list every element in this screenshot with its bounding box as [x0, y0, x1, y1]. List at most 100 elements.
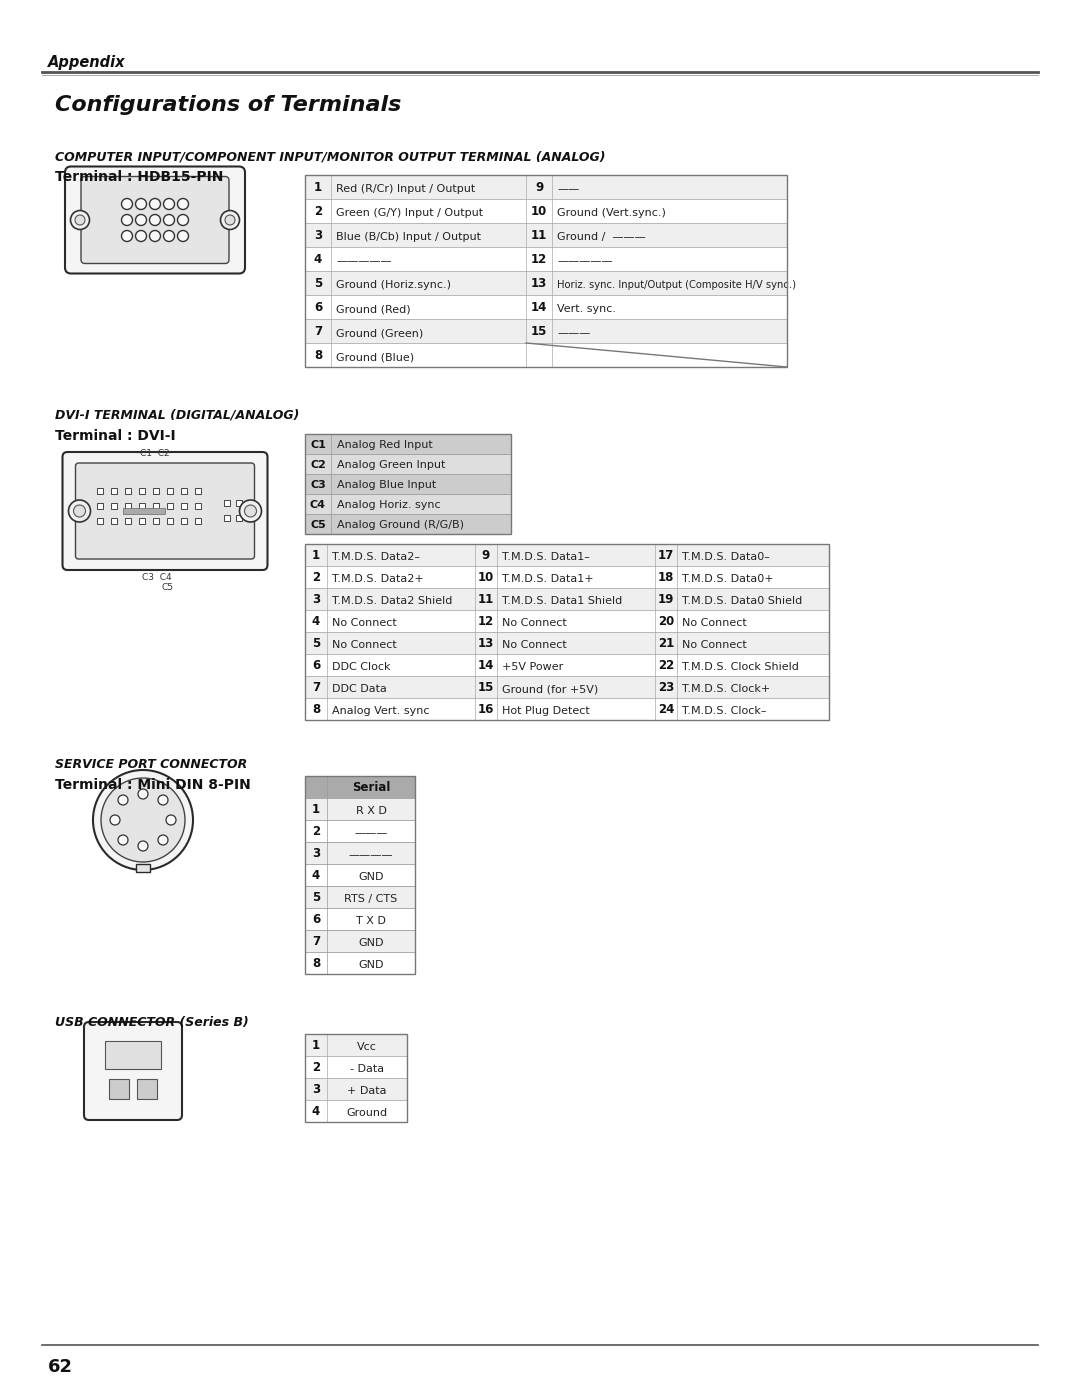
Text: T.M.D.S. Clock–: T.M.D.S. Clock– — [681, 705, 767, 717]
Bar — [305, 543, 829, 719]
Bar — [166, 488, 173, 495]
Text: 15: 15 — [530, 326, 548, 338]
Text: C3: C3 — [310, 481, 326, 490]
Text: 5: 5 — [314, 277, 322, 291]
Text: Hot Plug Detect: Hot Plug Detect — [502, 705, 590, 717]
Text: - Data: - Data — [350, 1065, 384, 1074]
Bar — [123, 509, 165, 514]
Circle shape — [166, 814, 176, 826]
Text: Ground (Red): Ground (Red) — [336, 305, 410, 314]
FancyBboxPatch shape — [76, 462, 255, 559]
Text: Serial: Serial — [352, 781, 390, 793]
Text: 24: 24 — [658, 703, 674, 717]
Bar — [97, 503, 104, 510]
Bar — [105, 1041, 161, 1069]
Bar — [194, 518, 201, 524]
Text: 11: 11 — [531, 229, 548, 242]
Bar — [305, 175, 787, 198]
Text: R X D: R X D — [355, 806, 387, 816]
FancyBboxPatch shape — [84, 1023, 183, 1120]
Bar — [305, 842, 415, 863]
Bar — [305, 319, 787, 344]
Circle shape — [121, 215, 133, 225]
Text: 8: 8 — [312, 703, 320, 717]
Bar — [305, 224, 787, 247]
Text: C1: C1 — [310, 440, 326, 450]
Bar — [305, 863, 415, 886]
Text: RTS / CTS: RTS / CTS — [345, 894, 397, 904]
Text: DDC Data: DDC Data — [332, 685, 387, 694]
Text: COMPUTER INPUT/COMPONENT INPUT/MONITOR OUTPUT TERMINAL (ANALOG): COMPUTER INPUT/COMPONENT INPUT/MONITOR O… — [55, 149, 606, 163]
Circle shape — [138, 841, 148, 851]
Text: C5: C5 — [310, 520, 326, 529]
Circle shape — [177, 231, 189, 242]
Text: T.M.D.S. Data2–: T.M.D.S. Data2– — [332, 552, 420, 562]
Text: 13: 13 — [477, 637, 495, 650]
Circle shape — [163, 231, 175, 242]
Circle shape — [102, 778, 185, 862]
Bar — [180, 488, 187, 495]
Text: Ground (Vert.sync.): Ground (Vert.sync.) — [557, 208, 666, 218]
Text: Vert. sync.: Vert. sync. — [557, 305, 616, 314]
Bar — [305, 698, 829, 719]
Bar — [125, 503, 132, 510]
Circle shape — [225, 215, 235, 225]
Circle shape — [135, 215, 147, 225]
Bar — [152, 503, 159, 510]
Text: 12: 12 — [531, 253, 548, 265]
Text: T.M.D.S. Data0–: T.M.D.S. Data0– — [681, 552, 770, 562]
Bar — [305, 820, 415, 842]
Bar — [305, 434, 511, 534]
Text: 5: 5 — [312, 637, 320, 650]
Text: ————: ———— — [349, 849, 393, 861]
Text: 14: 14 — [530, 300, 548, 314]
Circle shape — [118, 795, 129, 805]
Bar — [180, 518, 187, 524]
Text: 62: 62 — [48, 1358, 73, 1376]
Circle shape — [68, 500, 91, 522]
Text: 9: 9 — [535, 182, 543, 194]
Bar — [305, 676, 829, 698]
Bar — [305, 454, 511, 474]
Circle shape — [158, 835, 168, 845]
Text: 7: 7 — [312, 935, 320, 949]
Text: Terminal : HDB15-PIN: Terminal : HDB15-PIN — [55, 170, 224, 184]
Text: 9: 9 — [482, 549, 490, 562]
Bar — [305, 198, 787, 224]
Text: Terminal : Mini DIN 8-PIN: Terminal : Mini DIN 8-PIN — [55, 778, 251, 792]
Text: 2: 2 — [312, 571, 320, 584]
Bar — [166, 518, 173, 524]
Text: GND: GND — [359, 960, 383, 970]
Text: T.M.D.S. Data2 Shield: T.M.D.S. Data2 Shield — [332, 597, 453, 606]
Bar — [152, 488, 159, 495]
Bar — [235, 514, 242, 521]
Bar — [305, 798, 415, 820]
Text: 6: 6 — [314, 300, 322, 314]
FancyBboxPatch shape — [65, 166, 245, 274]
Text: Ground (Green): Ground (Green) — [336, 328, 423, 338]
Text: T.M.D.S. Data2+: T.M.D.S. Data2+ — [332, 574, 423, 584]
Text: 3: 3 — [312, 1083, 320, 1097]
Circle shape — [73, 504, 85, 517]
Bar — [224, 514, 230, 521]
Text: Red (R/Cr) Input / Output: Red (R/Cr) Input / Output — [336, 184, 475, 194]
Text: C2: C2 — [310, 460, 326, 469]
Text: 7: 7 — [314, 326, 322, 338]
Text: C1  C2: C1 C2 — [140, 448, 170, 458]
Text: C3  C4: C3 C4 — [143, 573, 172, 583]
Text: 14: 14 — [477, 659, 495, 672]
Text: SERVICE PORT CONNECTOR: SERVICE PORT CONNECTOR — [55, 759, 247, 771]
Circle shape — [177, 215, 189, 225]
Text: 4: 4 — [312, 615, 320, 629]
Text: Configurations of Terminals: Configurations of Terminals — [55, 95, 402, 115]
Bar — [305, 951, 415, 974]
Bar — [305, 543, 829, 566]
Text: T X D: T X D — [356, 916, 386, 926]
Text: Ground (for +5V): Ground (for +5V) — [502, 685, 598, 694]
Text: T.M.D.S. Data0 Shield: T.M.D.S. Data0 Shield — [681, 597, 802, 606]
Text: 20: 20 — [658, 615, 674, 629]
Bar — [305, 775, 415, 974]
Bar — [125, 518, 132, 524]
Text: Green (G/Y) Input / Output: Green (G/Y) Input / Output — [336, 208, 483, 218]
Text: Analog Ground (R/G/B): Analog Ground (R/G/B) — [337, 520, 464, 529]
